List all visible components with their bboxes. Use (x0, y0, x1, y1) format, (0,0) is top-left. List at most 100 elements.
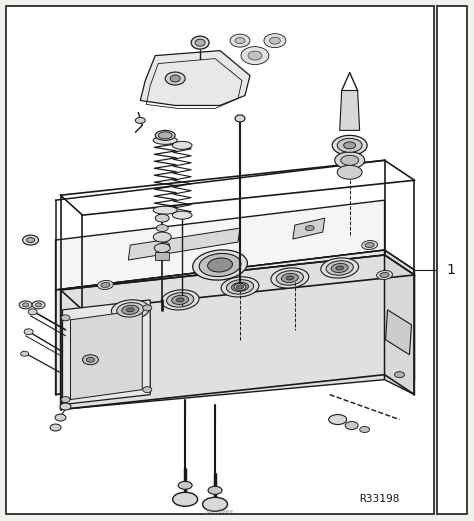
Polygon shape (140, 51, 250, 105)
Ellipse shape (61, 396, 70, 403)
Ellipse shape (178, 481, 192, 489)
Ellipse shape (248, 51, 262, 60)
Ellipse shape (208, 258, 232, 272)
Ellipse shape (98, 280, 113, 290)
Polygon shape (61, 255, 384, 410)
Ellipse shape (337, 139, 362, 152)
Polygon shape (55, 200, 384, 290)
Polygon shape (55, 250, 384, 394)
Ellipse shape (234, 283, 246, 290)
Ellipse shape (50, 424, 61, 431)
Ellipse shape (286, 276, 293, 280)
Ellipse shape (143, 305, 152, 311)
Bar (155, 252, 169, 260)
Ellipse shape (82, 355, 99, 365)
Ellipse shape (331, 264, 348, 272)
Ellipse shape (36, 303, 42, 307)
Ellipse shape (153, 206, 177, 214)
Ellipse shape (28, 309, 37, 315)
Ellipse shape (344, 142, 356, 149)
Ellipse shape (172, 295, 189, 304)
Polygon shape (384, 250, 414, 380)
Polygon shape (293, 218, 325, 239)
Ellipse shape (302, 224, 318, 232)
Ellipse shape (231, 282, 248, 291)
Text: 1: 1 (447, 263, 456, 277)
Ellipse shape (341, 155, 359, 165)
Ellipse shape (227, 280, 254, 294)
Ellipse shape (345, 421, 358, 429)
Ellipse shape (156, 225, 168, 232)
Ellipse shape (199, 253, 241, 277)
Ellipse shape (173, 492, 198, 506)
Ellipse shape (193, 250, 247, 280)
Polygon shape (340, 91, 360, 130)
Ellipse shape (394, 371, 404, 378)
Ellipse shape (337, 165, 362, 179)
Ellipse shape (170, 75, 180, 82)
Ellipse shape (362, 241, 378, 250)
Ellipse shape (269, 37, 281, 44)
Ellipse shape (155, 130, 175, 140)
Ellipse shape (236, 285, 244, 289)
Ellipse shape (191, 36, 209, 49)
Ellipse shape (305, 226, 314, 231)
Ellipse shape (365, 243, 374, 247)
Ellipse shape (202, 498, 228, 511)
Ellipse shape (176, 298, 184, 302)
Ellipse shape (19, 301, 32, 309)
Polygon shape (71, 310, 142, 400)
Polygon shape (384, 255, 414, 394)
Ellipse shape (153, 137, 177, 144)
Text: R33198: R33198 (360, 494, 400, 504)
Ellipse shape (21, 351, 28, 356)
Ellipse shape (336, 266, 344, 270)
Ellipse shape (143, 387, 152, 393)
Ellipse shape (241, 46, 269, 65)
Ellipse shape (271, 268, 309, 288)
Ellipse shape (208, 486, 222, 494)
Text: John Deere: John Deere (207, 509, 234, 514)
Ellipse shape (161, 243, 170, 247)
Ellipse shape (326, 260, 353, 275)
Ellipse shape (23, 235, 38, 245)
Ellipse shape (127, 308, 134, 312)
Polygon shape (63, 300, 150, 405)
Ellipse shape (282, 274, 298, 282)
Ellipse shape (55, 414, 66, 421)
Ellipse shape (122, 305, 139, 314)
Ellipse shape (24, 329, 33, 335)
Ellipse shape (158, 132, 172, 139)
Ellipse shape (172, 211, 192, 219)
Ellipse shape (166, 293, 194, 307)
Ellipse shape (235, 115, 245, 122)
Ellipse shape (360, 427, 370, 432)
Ellipse shape (221, 277, 259, 297)
Ellipse shape (27, 238, 35, 243)
Ellipse shape (380, 272, 389, 278)
Ellipse shape (335, 152, 365, 169)
Ellipse shape (377, 270, 392, 279)
Ellipse shape (23, 303, 28, 307)
Ellipse shape (172, 141, 192, 150)
Polygon shape (128, 228, 240, 260)
Ellipse shape (165, 72, 185, 85)
Ellipse shape (135, 117, 145, 123)
Ellipse shape (230, 34, 250, 47)
Ellipse shape (61, 315, 70, 321)
Ellipse shape (264, 34, 286, 47)
Ellipse shape (332, 135, 367, 155)
Ellipse shape (154, 243, 170, 253)
Ellipse shape (111, 300, 149, 320)
Ellipse shape (329, 415, 346, 425)
Ellipse shape (235, 38, 245, 44)
Bar (438, 6, 467, 514)
Ellipse shape (86, 357, 94, 362)
Ellipse shape (195, 39, 205, 46)
Ellipse shape (60, 403, 71, 410)
Ellipse shape (153, 232, 171, 242)
Polygon shape (385, 310, 411, 355)
Ellipse shape (276, 271, 303, 285)
Ellipse shape (321, 258, 359, 278)
Polygon shape (61, 255, 414, 310)
